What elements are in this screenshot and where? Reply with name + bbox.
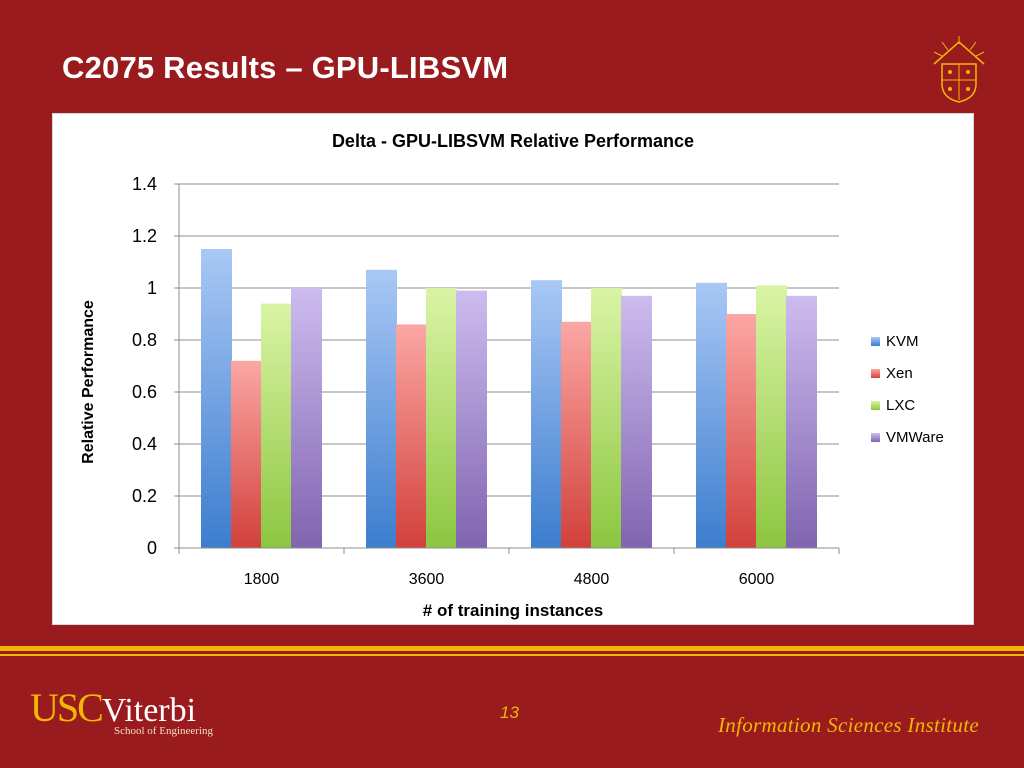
x-tick-label: 3600 [409,571,445,588]
logo-school-text: School of Engineering [114,725,213,737]
bar-lxc-3600 [426,288,457,548]
bar-kvm-1800 [201,249,232,548]
chart-title: Delta - GPU-LIBSVM Relative Performance [332,131,694,151]
bar-xen-3600 [396,324,427,548]
legend-label-xen: Xen [886,365,913,382]
legend-swatch-lxc [871,401,880,410]
bar-kvm-6000 [696,282,727,548]
bar-vmware-1800 [291,288,322,548]
bar-kvm-4800 [531,280,562,548]
y-axis-title: Relative Performance [80,300,97,464]
bar-chart: 0 0.2 0.4 0.6 0.8 1 1.2 1.4 1800 3600 4800 6000 Del… [80,131,944,620]
usc-seal-logo [933,36,985,103]
y-tick-label: 1 [147,278,157,298]
y-tick-label: 0.8 [132,330,157,350]
bar-lxc-4800 [591,288,622,548]
bar-vmware-6000 [786,295,817,548]
page-number: 13 [500,703,519,722]
footer-rule-bottom [0,654,1024,656]
legend: KVM Xen LXC VMWare [871,333,944,446]
legend-label-lxc: LXC [886,397,915,414]
x-tick-label: 1800 [244,571,280,588]
footer-rule-top [0,646,1024,651]
bar-kvm-3600 [366,269,397,548]
y-tick-label: 0.6 [132,382,157,402]
legend-label-vmware: VMWare [886,429,944,446]
legend-swatch-kvm [871,337,880,346]
slide-title: C2075 Results – GPU-LIBSVM [62,50,509,85]
y-tick-label: 1.4 [132,174,157,194]
y-tick-label: 0 [147,538,157,558]
legend-swatch-vmware [871,433,880,442]
bar-xen-4800 [561,321,592,548]
y-tick-label: 1.2 [132,226,157,246]
bar-vmware-4800 [621,295,652,548]
x-tick-label: 6000 [739,571,775,588]
institute-name: Information Sciences Institute [718,713,979,737]
y-tick-label: 0.2 [132,486,157,506]
x-axis-title: # of training instances [423,601,603,620]
legend-swatch-xen [871,369,880,378]
bar-xen-6000 [726,314,757,548]
chart-panel: 0 0.2 0.4 0.6 0.8 1 1.2 1.4 1800 3600 4800 6000 Del… [52,113,974,625]
usc-viterbi-logo: USCViterbi [30,684,196,731]
y-tick-label: 0.4 [132,434,157,454]
x-tick-label: 4800 [574,571,610,588]
bar-vmware-3600 [456,290,487,548]
bar-xen-1800 [231,360,262,548]
logo-usc-text: USC [30,685,104,730]
axes: 0 0.2 0.4 0.6 0.8 1 1.2 1.4 1800 3600 4800 6000 [132,174,840,588]
bars [201,249,817,548]
logo-viterbi-text: Viterbi [101,692,197,729]
bar-lxc-1800 [261,303,292,548]
legend-label-kvm: KVM [886,333,919,350]
bar-lxc-6000 [756,285,787,548]
